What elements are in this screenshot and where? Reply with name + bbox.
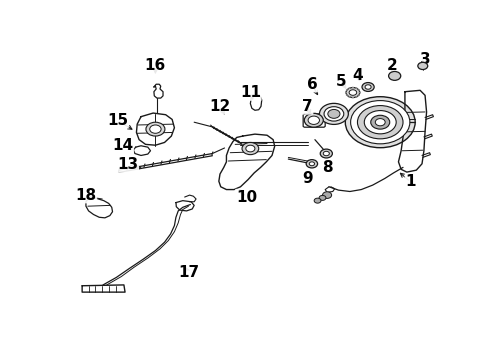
- Circle shape: [319, 195, 326, 201]
- Circle shape: [246, 145, 255, 152]
- Circle shape: [357, 105, 403, 139]
- Circle shape: [320, 149, 332, 158]
- Circle shape: [308, 116, 319, 125]
- Text: 3: 3: [420, 52, 430, 67]
- Circle shape: [345, 92, 347, 93]
- Circle shape: [352, 97, 354, 98]
- Circle shape: [355, 96, 358, 98]
- Text: 12: 12: [209, 99, 231, 114]
- Text: 16: 16: [145, 58, 166, 73]
- Circle shape: [309, 162, 315, 166]
- Circle shape: [349, 90, 357, 95]
- Circle shape: [346, 87, 360, 98]
- Circle shape: [375, 118, 385, 126]
- Text: 2: 2: [387, 58, 398, 73]
- Circle shape: [319, 103, 348, 125]
- Text: 10: 10: [236, 190, 257, 204]
- Circle shape: [306, 159, 318, 168]
- Circle shape: [348, 96, 351, 98]
- Text: 13: 13: [117, 157, 138, 172]
- Text: 9: 9: [302, 171, 313, 186]
- Text: 1: 1: [405, 174, 416, 189]
- Text: 15: 15: [107, 113, 128, 128]
- Circle shape: [352, 87, 354, 89]
- Circle shape: [371, 115, 390, 129]
- Circle shape: [346, 89, 348, 91]
- Circle shape: [359, 92, 361, 93]
- Text: 18: 18: [75, 188, 97, 203]
- Text: 14: 14: [112, 138, 133, 153]
- Text: 8: 8: [322, 160, 332, 175]
- Circle shape: [242, 143, 259, 155]
- Circle shape: [328, 109, 340, 118]
- Circle shape: [418, 62, 428, 69]
- Circle shape: [322, 192, 332, 198]
- Text: 6: 6: [307, 77, 317, 92]
- Text: 5: 5: [336, 74, 347, 89]
- Circle shape: [304, 113, 323, 127]
- Circle shape: [351, 100, 410, 144]
- Text: 7: 7: [302, 99, 313, 114]
- Circle shape: [358, 89, 360, 91]
- Circle shape: [358, 94, 360, 96]
- Circle shape: [324, 107, 344, 121]
- Text: 4: 4: [352, 68, 363, 84]
- Text: 17: 17: [178, 265, 199, 280]
- Circle shape: [389, 72, 401, 80]
- Circle shape: [355, 87, 358, 89]
- Circle shape: [323, 151, 329, 156]
- Circle shape: [150, 125, 161, 133]
- Circle shape: [345, 97, 415, 148]
- Circle shape: [346, 94, 348, 96]
- Circle shape: [146, 122, 165, 136]
- Text: 11: 11: [240, 85, 261, 100]
- Circle shape: [362, 82, 374, 91]
- Circle shape: [314, 198, 321, 203]
- Circle shape: [364, 111, 396, 134]
- Circle shape: [365, 85, 371, 89]
- Circle shape: [348, 87, 351, 89]
